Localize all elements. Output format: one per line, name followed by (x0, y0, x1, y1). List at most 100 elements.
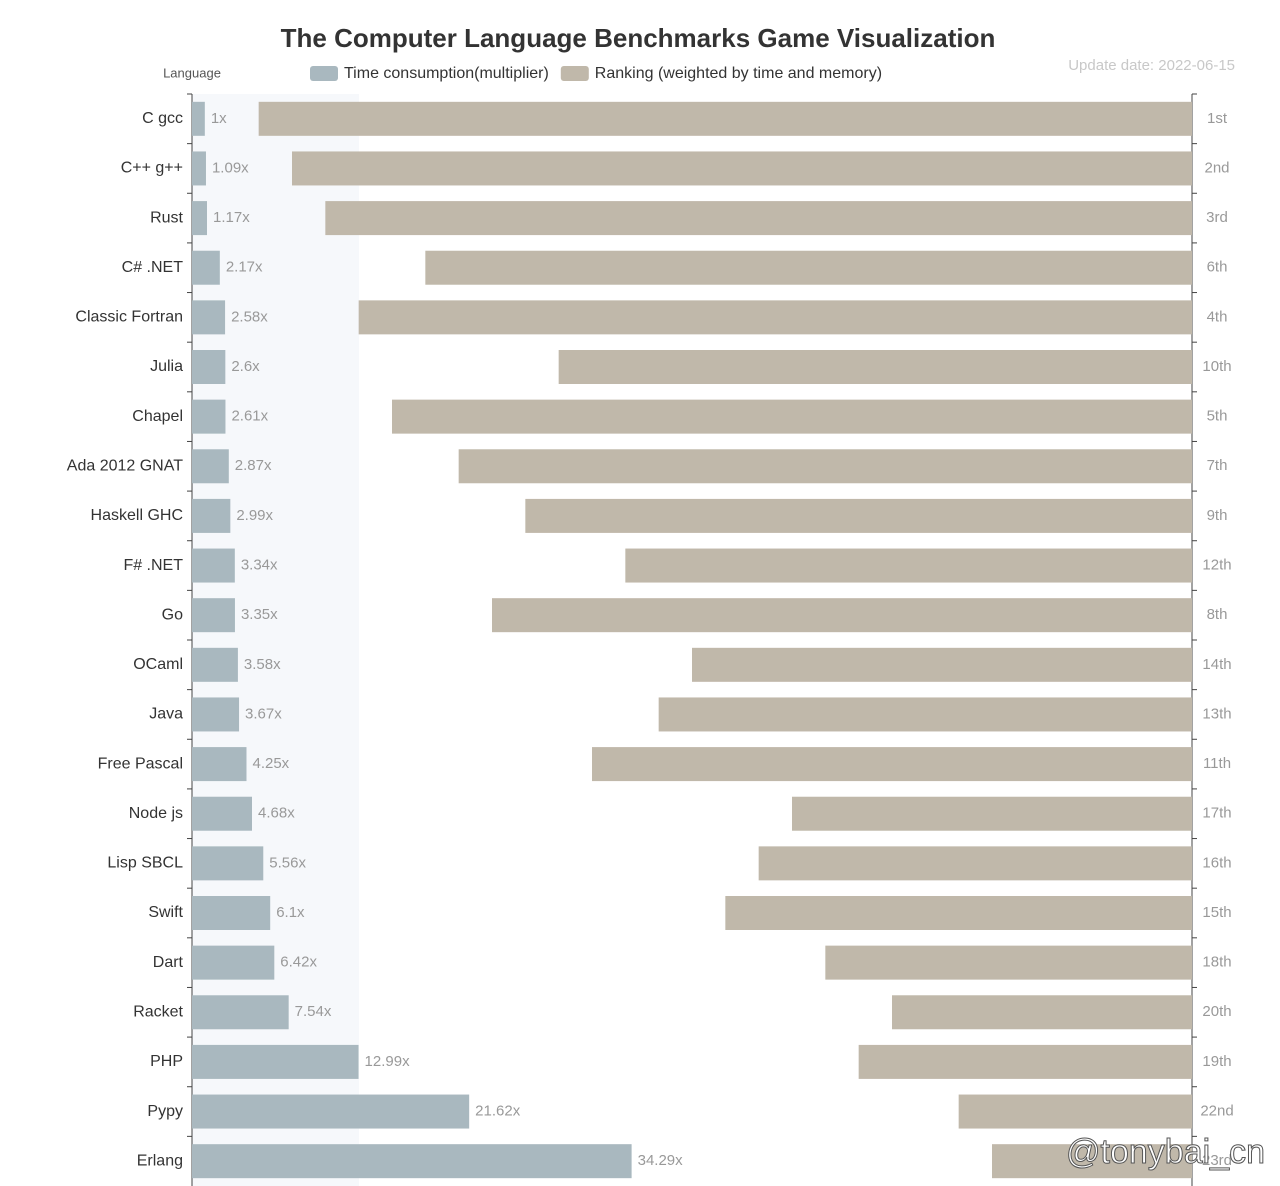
data-label: 5th (1207, 408, 1228, 425)
data-label: 19th (1202, 1053, 1231, 1070)
data-label: 21.62x (475, 1103, 521, 1120)
data-label: 12.99x (365, 1053, 411, 1070)
y-tick-label: F# .NET (123, 557, 183, 574)
y-tick-label: Swift (148, 904, 183, 921)
y-tick-label: PHP (150, 1053, 183, 1070)
y-tick-label: Ada 2012 GNAT (67, 457, 183, 474)
rank-bar (292, 151, 1192, 186)
rank-bar (392, 399, 1192, 434)
rank-bar (358, 300, 1193, 335)
time-bar (192, 995, 289, 1030)
data-label: 9th (1207, 507, 1228, 524)
chart-title: The Computer Language Benchmarks Game Vi… (281, 23, 996, 53)
rank-bar (825, 945, 1192, 980)
y-tick-label: Free Pascal (98, 755, 183, 772)
y-tick-label: Racket (133, 1003, 183, 1020)
data-label: 2.6x (231, 358, 260, 375)
time-bar (192, 796, 252, 831)
rank-bar (625, 548, 1192, 583)
legend-swatch (560, 66, 589, 81)
data-label: 11th (1203, 755, 1231, 772)
data-label: 23rd (1202, 1152, 1232, 1169)
data-label: 6th (1207, 259, 1228, 276)
data-label: 3.34x (241, 557, 278, 574)
time-bar (192, 598, 235, 633)
data-label: 1.09x (212, 159, 249, 176)
data-label: 2.61x (231, 408, 268, 425)
rank-bar (592, 747, 1192, 782)
data-label: 15th (1202, 904, 1231, 921)
rank-bar (425, 250, 1192, 285)
time-bar (192, 1094, 470, 1129)
y-tick-label: Haskell GHC (91, 507, 183, 524)
rank-bar (692, 647, 1192, 682)
time-bar (192, 399, 226, 434)
legend-swatch (310, 66, 338, 81)
y-tick-label: Pypy (147, 1103, 183, 1120)
data-label: 2.17x (226, 259, 263, 276)
rank-bar (892, 995, 1192, 1030)
time-bar (192, 747, 247, 782)
y-tick-label: C gcc (142, 110, 183, 127)
time-bar (192, 1044, 359, 1079)
y-tick-label: Node js (129, 805, 183, 822)
data-label: 3.35x (241, 606, 278, 623)
time-bar (192, 449, 229, 484)
data-label: 12th (1202, 557, 1231, 574)
time-bar (192, 1144, 632, 1179)
data-label: 10th (1202, 358, 1231, 375)
data-label: 3rd (1206, 209, 1228, 226)
data-label: 22nd (1200, 1103, 1233, 1120)
rank-bar (325, 201, 1192, 236)
data-label: 6.1x (276, 904, 305, 921)
data-label: 2.99x (236, 507, 273, 524)
y-tick-label: OCaml (133, 656, 183, 673)
y-tick-label: Classic Fortran (75, 309, 183, 326)
time-bar (192, 201, 207, 236)
data-label: 1x (211, 110, 227, 127)
rank-bar (725, 896, 1192, 930)
y-tick-label: Chapel (132, 408, 183, 425)
y-tick-label: Java (149, 706, 183, 723)
rank-bar (758, 846, 1192, 881)
data-label: 1.17x (213, 209, 250, 226)
rank-bar (558, 350, 1192, 384)
data-label: 4.25x (252, 755, 289, 772)
data-label: 34.29x (638, 1152, 684, 1169)
y-tick-label: C++ g++ (121, 160, 183, 177)
data-label: 18th (1202, 954, 1231, 971)
time-bar (192, 498, 231, 533)
data-label: 3.58x (244, 656, 281, 673)
time-bar (192, 896, 271, 930)
y-tick-label: Erlang (137, 1152, 183, 1169)
rank-bar (792, 796, 1192, 831)
data-label: 5.56x (269, 854, 306, 871)
time-bar (192, 101, 205, 136)
y-tick-label: Rust (150, 209, 183, 226)
legend-label: Ranking (weighted by time and memory) (595, 65, 882, 82)
data-label: 8th (1207, 606, 1228, 623)
time-bar (192, 846, 264, 881)
data-label: 4.68x (258, 805, 295, 822)
data-label: 2nd (1204, 159, 1229, 176)
subtitle: Update date: 2022-06-15 (1068, 57, 1235, 74)
time-bar (192, 300, 226, 335)
data-label: 16th (1202, 854, 1231, 871)
y-tick-label: Dart (153, 954, 184, 971)
axis-label: Language (163, 65, 221, 80)
y-tick-label: Go (162, 606, 183, 623)
rank-bar (258, 101, 1193, 136)
time-bar (192, 250, 220, 285)
time-bar (192, 350, 226, 384)
time-bar (192, 151, 206, 186)
data-label: 7th (1207, 457, 1228, 474)
rank-bar (458, 449, 1193, 484)
data-label: 17th (1202, 805, 1231, 822)
data-label: 2.87x (235, 457, 272, 474)
y-tick-label: Lisp SBCL (107, 855, 183, 872)
data-label: 13th (1202, 705, 1231, 722)
time-bar (192, 945, 275, 980)
data-label: 1st (1207, 110, 1228, 127)
time-bar (192, 697, 240, 732)
